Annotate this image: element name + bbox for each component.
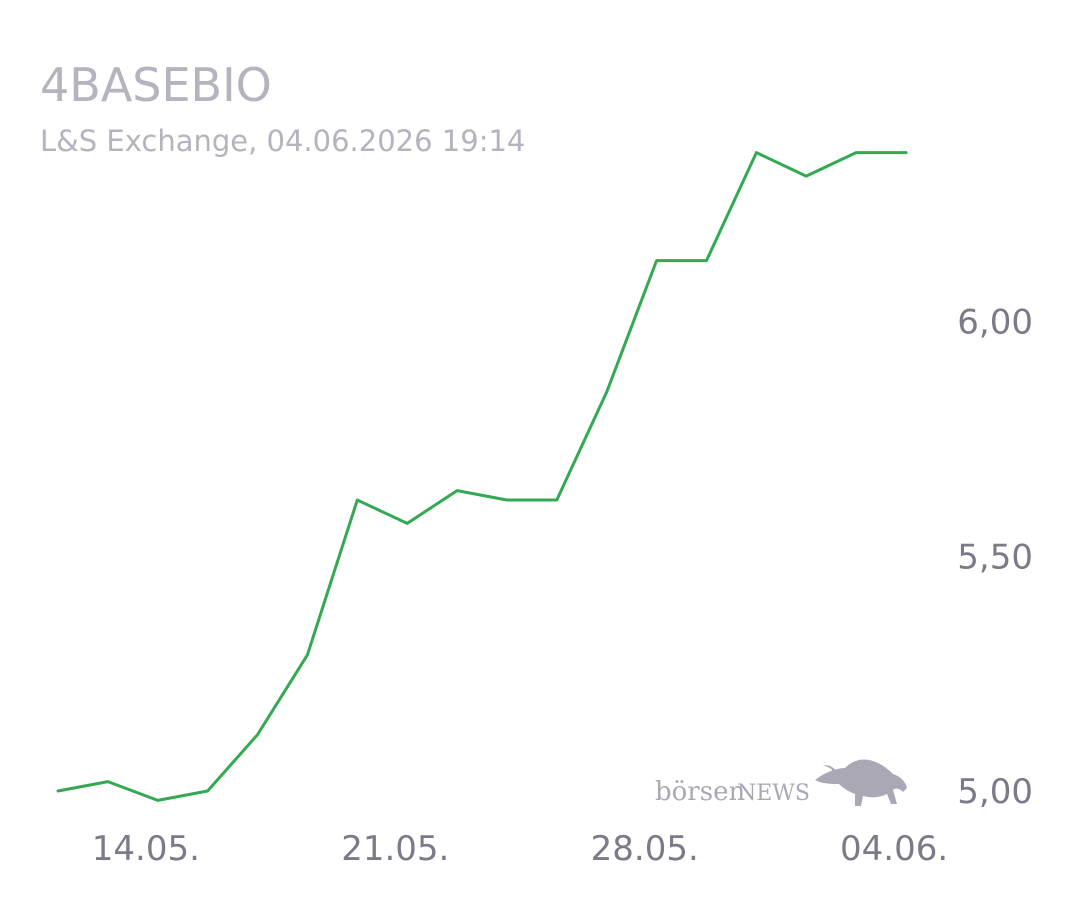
watermark-text-upper: NEWS bbox=[737, 781, 810, 806]
watermark-logo: börsen NEWS bbox=[655, 759, 907, 807]
x-tick-label: 21.05. bbox=[341, 829, 449, 869]
x-tick-label: 04.06. bbox=[840, 829, 948, 869]
bull-icon bbox=[815, 759, 907, 806]
watermark-text-lower: börsen bbox=[655, 777, 745, 807]
x-tick-label: 28.05. bbox=[591, 829, 699, 869]
x-tick-label: 14.05. bbox=[92, 829, 200, 869]
y-tick-label: 5,50 bbox=[957, 537, 1033, 577]
x-axis: 14.05. 21.05. 28.05. 04.06. bbox=[92, 829, 948, 869]
plot-area bbox=[56, 151, 908, 802]
price-line bbox=[56, 151, 908, 802]
y-axis: 5,00 5,50 6,00 bbox=[957, 303, 1033, 812]
chart-subtitle: L&S Exchange, 04.06.2026 19:14 bbox=[40, 124, 526, 158]
y-tick-label: 6,00 bbox=[957, 303, 1033, 343]
chart-title: 4BASEBIO bbox=[40, 58, 272, 112]
y-tick-label: 5,00 bbox=[957, 772, 1033, 812]
